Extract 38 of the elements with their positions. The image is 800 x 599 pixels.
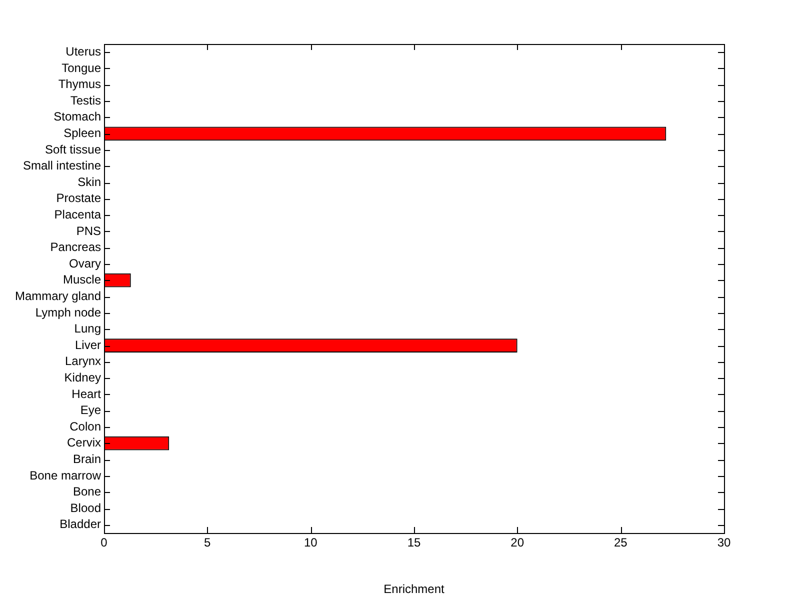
y-tick-label: Cervix bbox=[66, 436, 101, 450]
x-tick-label: 0 bbox=[100, 536, 108, 550]
y-tick-label: Ovary bbox=[68, 256, 101, 270]
x-tick-label: 25 bbox=[614, 536, 628, 550]
y-tick-label: Soft tissue bbox=[44, 142, 102, 156]
y-tick-label: Larynx bbox=[64, 354, 101, 368]
y-tick-label: Brain bbox=[72, 452, 101, 466]
y-tick-label: Muscle bbox=[62, 272, 102, 287]
y-tick-label: Prostate bbox=[56, 191, 102, 206]
y-tick-label: Pancreas bbox=[50, 240, 101, 254]
y-tick-label: Bone marrow bbox=[30, 468, 102, 482]
y-tick-label: Blood bbox=[70, 500, 101, 515]
x-tick-label: 20 bbox=[510, 536, 524, 550]
x-tick-label: 15 bbox=[407, 536, 421, 550]
y-tick-label: Kidney bbox=[64, 370, 101, 384]
x-tick-label: 30 bbox=[717, 536, 731, 550]
y-tick-label: Tongue bbox=[62, 60, 102, 75]
x-tick-label: 10 bbox=[304, 536, 318, 550]
y-tick-label: Bone bbox=[72, 484, 102, 499]
y-tick-label: Mammary gland bbox=[14, 288, 101, 303]
y-tick-label: Uterus bbox=[66, 44, 101, 58]
y-tick-label: Spleen bbox=[64, 126, 101, 140]
y-tick-label: Colon bbox=[70, 419, 101, 434]
y-tick-label: PNS bbox=[76, 224, 101, 238]
y-tick-label: Eye bbox=[80, 403, 102, 418]
y-tick-label: Thymus bbox=[58, 77, 101, 92]
y-tick-label: Stomach bbox=[54, 110, 101, 124]
x-axis-title: Enrichment bbox=[384, 582, 446, 596]
y-tick-label: Lymph node bbox=[35, 305, 102, 320]
y-tick-label: Small intestine bbox=[22, 158, 102, 173]
y-tick-label: Lung bbox=[74, 322, 101, 336]
y-tick-label: Placenta bbox=[54, 207, 102, 222]
y-tick-label: Liver bbox=[74, 338, 101, 352]
y-tick-label: Testis bbox=[70, 93, 101, 108]
y-tick-label: Heart bbox=[72, 386, 102, 401]
y-tick-label: Skin bbox=[78, 174, 101, 189]
x-tick-label: 5 bbox=[204, 536, 211, 550]
y-tick-label: Bladder bbox=[60, 517, 101, 532]
